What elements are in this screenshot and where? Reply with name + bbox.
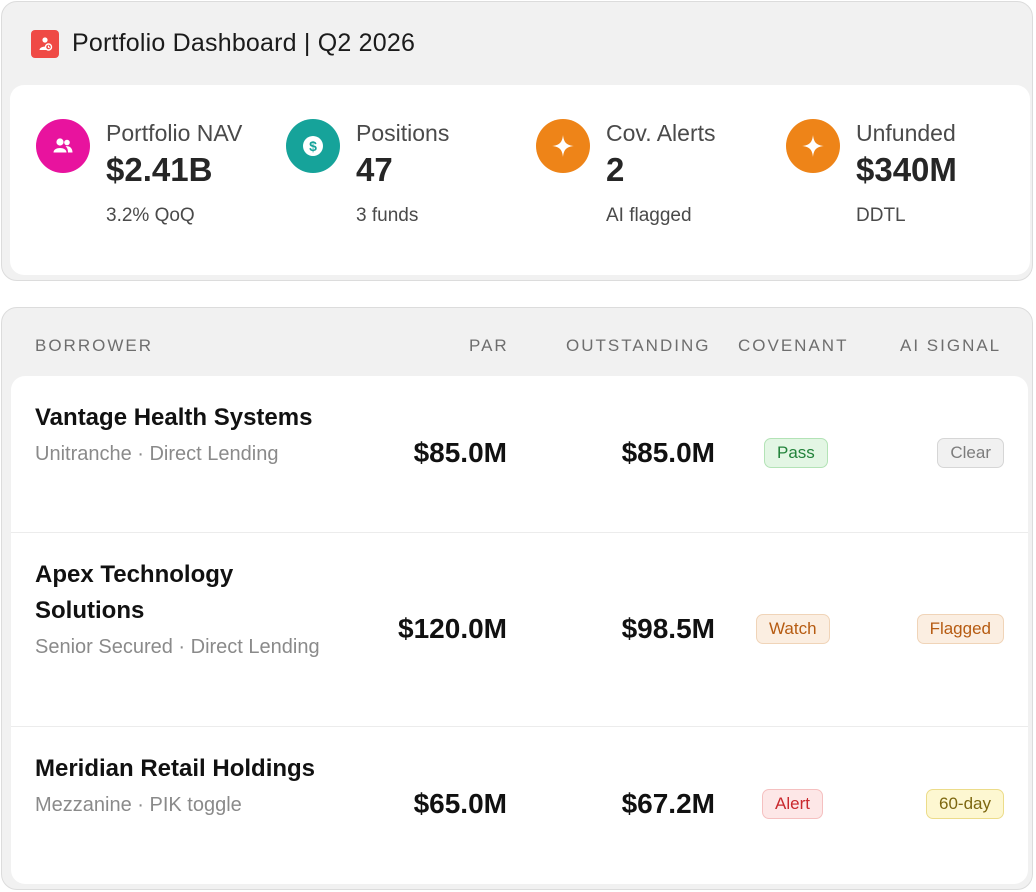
covenant-badge: Pass <box>764 438 828 468</box>
borrower-name: Meridian Retail Holdings <box>35 755 316 782</box>
par-value: $85.0M <box>413 437 507 468</box>
outstanding-value: $98.5M <box>621 613 715 644</box>
borrower-name: Apex Technology Solutions <box>35 561 234 624</box>
borrower-cell: Apex Technology Solutions Senior Secured… <box>35 557 335 665</box>
outstanding-value: $85.0M <box>621 437 715 468</box>
dollar-icon: $ <box>286 119 340 173</box>
kpi-label: Portfolio NAV <box>106 120 243 146</box>
covenant-badge: Alert <box>762 789 823 819</box>
kpi-label: Cov. Alerts <box>606 120 716 146</box>
kpi-value: $340M <box>856 151 957 188</box>
kpi-card: Portfolio Dashboard | Q2 2026 Portfolio … <box>1 1 1033 281</box>
borrower-subtitle: Unitranche · Direct Lending <box>35 443 279 465</box>
table-header: BORROWER PAR OUTSTANDING COVENANT AI SIG… <box>2 336 1032 358</box>
column-header-par[interactable]: PAR <box>469 336 509 355</box>
kpi-value: $2.41B <box>106 151 213 188</box>
column-header-outstanding[interactable]: OUTSTANDING <box>566 336 711 355</box>
users-icon <box>36 119 90 173</box>
ai-signal-badge: Clear <box>937 438 1004 468</box>
table-row[interactable]: Vantage Health Systems Unitranche · Dire… <box>11 376 1028 533</box>
outstanding-value: $67.2M <box>621 788 715 819</box>
sparkle-icon <box>786 119 840 173</box>
borrower-subtitle: Senior Secured · Direct Lending <box>35 636 320 658</box>
par-value: $120.0M <box>398 613 507 644</box>
column-header-borrower[interactable]: BORROWER <box>35 336 153 355</box>
ai-signal-badge: Flagged <box>916 614 1004 644</box>
borrower-cell: Vantage Health Systems Unitranche · Dire… <box>35 400 335 472</box>
borrower-subtitle: Mezzanine · PIK toggle <box>35 794 242 816</box>
page-title: Portfolio Dashboard | Q2 2026 <box>72 29 416 57</box>
app-logo-icon <box>31 29 59 58</box>
kpi-sub: 3.2% QoQ <box>106 205 195 226</box>
page-header: Portfolio Dashboard | Q2 2026 <box>31 29 415 58</box>
kpi-panel: Portfolio NAV $2.41B 3.2% QoQ $ Position… <box>10 85 1030 275</box>
kpi-label: Positions <box>356 120 450 146</box>
kpi-sub: DDTL <box>856 205 906 226</box>
svg-text:$: $ <box>309 138 317 154</box>
borrower-name: Vantage Health Systems <box>35 404 313 431</box>
column-header-ai-signal[interactable]: AI SIGNAL <box>900 336 1002 355</box>
kpi-sub: AI flagged <box>606 205 692 226</box>
ai-signal-badge: 60-day <box>926 789 1004 819</box>
table-row[interactable]: Meridian Retail Holdings Mezzanine · PIK… <box>11 727 1028 884</box>
borrower-table: BORROWER PAR OUTSTANDING COVENANT AI SIG… <box>1 307 1033 890</box>
kpi-value: 2 <box>606 151 625 188</box>
kpi-label: Unfunded <box>856 120 956 146</box>
column-header-covenant[interactable]: COVENANT <box>738 336 849 355</box>
table-body: Vantage Health Systems Unitranche · Dire… <box>11 376 1028 884</box>
covenant-badge: Watch <box>756 614 830 644</box>
kpi-sub: 3 funds <box>356 205 419 226</box>
sparkle-icon <box>536 119 590 173</box>
borrower-cell: Meridian Retail Holdings Mezzanine · PIK… <box>35 751 335 823</box>
kpi-value: 47 <box>356 151 393 188</box>
table-row[interactable]: Apex Technology Solutions Senior Secured… <box>11 533 1028 727</box>
par-value: $65.0M <box>413 788 507 819</box>
